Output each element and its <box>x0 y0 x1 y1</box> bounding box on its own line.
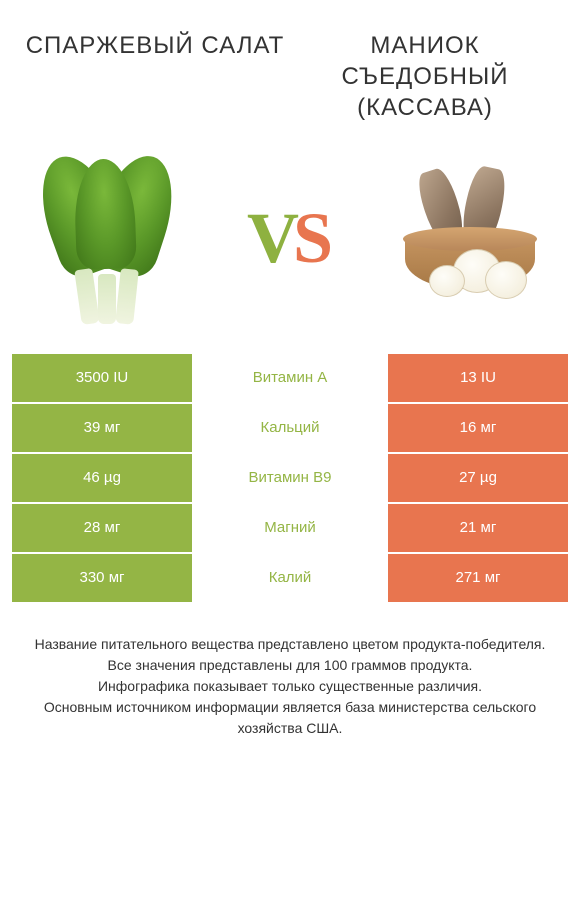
table-row: 28 мгМагний21 мг <box>12 504 568 552</box>
right-product-image <box>390 149 550 329</box>
footer-line: Все значения представлены для 100 граммо… <box>20 655 560 676</box>
nutrient-label: Калий <box>192 554 388 602</box>
images-row: V S <box>0 134 580 354</box>
nutrient-label: Витамин A <box>192 354 388 402</box>
nutrient-label: Витамин B9 <box>192 454 388 502</box>
right-value: 27 µg <box>388 454 568 502</box>
header: СПАРЖЕВЫЙ САЛАТ МАНИОК СЪЕДОБНЫЙ (КАССАВ… <box>0 0 580 134</box>
right-product-title: МАНИОК СЪЕДОБНЫЙ (КАССАВА) <box>290 30 560 124</box>
vs-label: V S <box>247 197 333 280</box>
left-value: 46 µg <box>12 454 192 502</box>
right-value: 16 мг <box>388 404 568 452</box>
table-row: 46 µgВитамин B927 µg <box>12 454 568 502</box>
lettuce-icon <box>40 154 180 324</box>
left-product-title: СПАРЖЕВЫЙ САЛАТ <box>20 30 290 124</box>
nutrient-label: Кальций <box>192 404 388 452</box>
left-value: 3500 IU <box>12 354 192 402</box>
footer-line: Инфографика показывает только существенн… <box>20 676 560 697</box>
right-value: 13 IU <box>388 354 568 402</box>
footer-notes: Название питательного вещества представл… <box>0 604 580 739</box>
right-value: 21 мг <box>388 504 568 552</box>
footer-line: Название питательного вещества представл… <box>20 634 560 655</box>
right-value: 271 мг <box>388 554 568 602</box>
left-value: 330 мг <box>12 554 192 602</box>
nutrient-label: Магний <box>192 504 388 552</box>
cassava-icon <box>395 169 545 309</box>
table-row: 330 мгКалий271 мг <box>12 554 568 602</box>
comparison-table: 3500 IUВитамин A13 IU39 мгКальций16 мг46… <box>0 354 580 602</box>
left-value: 39 мг <box>12 404 192 452</box>
table-row: 39 мгКальций16 мг <box>12 404 568 452</box>
vs-v: V <box>247 197 299 280</box>
left-value: 28 мг <box>12 504 192 552</box>
vs-s: S <box>293 197 333 280</box>
table-row: 3500 IUВитамин A13 IU <box>12 354 568 402</box>
left-product-image <box>30 149 190 329</box>
footer-line: Основным источником информации является … <box>20 697 560 739</box>
